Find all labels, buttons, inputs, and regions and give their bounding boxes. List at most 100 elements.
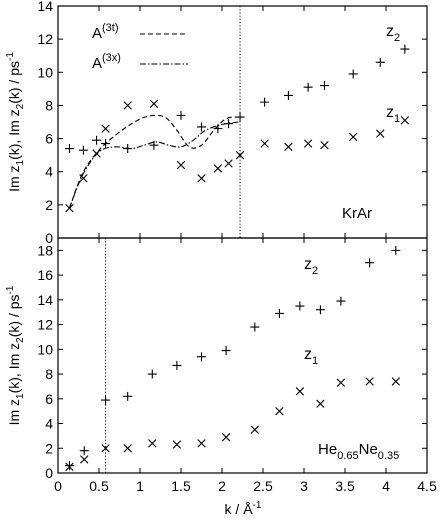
x-axis-label: k / Å-1 xyxy=(225,500,262,517)
data-point-z2 xyxy=(79,446,89,456)
y-axis-label-sup: -1 xyxy=(5,285,16,294)
x-tick-label: 0 xyxy=(54,478,62,494)
data-point-z1 xyxy=(365,377,374,386)
data-point-z2 xyxy=(172,360,182,370)
panel-label-mid: Ne xyxy=(359,441,378,458)
y-axis-label-sup: -1 xyxy=(5,52,16,61)
data-point-z1 xyxy=(295,387,305,396)
data-point-z2 xyxy=(348,69,358,79)
y-axis-label-part: (k) / ps xyxy=(6,295,22,338)
x-tick-label: 1.5 xyxy=(171,478,191,494)
y-tick-label: 0 xyxy=(45,230,53,246)
data-point-z1 xyxy=(400,116,410,125)
data-point-z1 xyxy=(101,444,110,453)
series-label-main: z xyxy=(304,256,312,273)
data-point-z1 xyxy=(224,159,233,168)
data-point-z2 xyxy=(260,97,270,107)
data-point-z1 xyxy=(349,132,358,142)
y-axis-label: Im z1(k), Im z2(k) / ps-1 xyxy=(5,52,26,192)
data-point-z1 xyxy=(79,174,88,183)
series-label-z1: z1 xyxy=(304,346,318,367)
data-point-z2 xyxy=(147,369,157,379)
y-tick-label: 4 xyxy=(45,164,53,180)
data-point-z1 xyxy=(235,150,245,160)
y-axis-label: Im z1(k), Im z2(k) / ps-1 xyxy=(5,285,26,425)
y-tick-label: 2 xyxy=(45,197,53,213)
data-point-z2 xyxy=(283,90,293,100)
data-point-z1 xyxy=(316,399,325,408)
data-point-z1 xyxy=(101,124,110,133)
data-point-z2 xyxy=(365,258,375,268)
data-point-z1 xyxy=(123,444,132,453)
data-point-z1 xyxy=(260,139,269,148)
y-axis-label-part: (k) / ps xyxy=(6,61,22,104)
data-point-z2 xyxy=(78,145,88,155)
curve-line xyxy=(68,121,239,209)
data-point-z1 xyxy=(123,101,132,110)
legend-label: A(3x) xyxy=(92,52,121,72)
y-tick-label: 8 xyxy=(45,366,53,382)
data-point-z1 xyxy=(391,377,401,386)
y-tick-label: 10 xyxy=(37,341,53,357)
legend-label-main: A xyxy=(92,25,102,42)
data-point-z2 xyxy=(250,322,260,332)
y-axis-label-sub: 1 xyxy=(15,159,26,165)
data-point-z2 xyxy=(149,140,159,150)
panel-label-sub: 0.35 xyxy=(378,450,399,462)
plot-frame xyxy=(57,237,428,474)
data-point-z1 xyxy=(65,462,74,472)
data-point-z2 xyxy=(391,245,401,255)
data-point-z2 xyxy=(336,296,346,306)
data-point-z2 xyxy=(197,122,206,132)
panel-label: He0.65Ne0.35 xyxy=(318,441,399,462)
y-tick-label: 16 xyxy=(37,267,53,283)
y-tick-label: 12 xyxy=(37,31,53,47)
data-point-z2 xyxy=(213,124,223,134)
y-tick-label: 4 xyxy=(45,416,53,432)
series-label-main: z xyxy=(304,346,312,363)
x-tick-label: 3 xyxy=(300,478,308,494)
data-point-z1 xyxy=(80,455,89,464)
series-label-main: z xyxy=(386,104,394,121)
data-point-z2 xyxy=(101,395,111,405)
curve-line xyxy=(68,114,239,209)
legend-label: A(3t) xyxy=(92,22,119,42)
data-point-z1 xyxy=(275,406,284,416)
data-point-z1 xyxy=(376,129,385,138)
series-label-z2: z2 xyxy=(304,256,318,277)
data-point-z1 xyxy=(149,99,159,108)
data-point-z2 xyxy=(123,391,133,401)
data-point-z2 xyxy=(303,82,313,92)
data-point-z1 xyxy=(65,203,74,213)
data-point-z2 xyxy=(176,110,186,120)
data-point-z2 xyxy=(235,112,245,122)
y-tick-label: 6 xyxy=(45,391,53,407)
data-point-z2 xyxy=(295,301,305,311)
y-axis-label-part: Im z xyxy=(6,165,22,191)
x-tick-label: 3.5 xyxy=(335,478,355,494)
series-label-sub: 1 xyxy=(394,113,400,125)
x-tick-label: 0.5 xyxy=(89,478,109,494)
legend-label-sup: (3x) xyxy=(102,52,121,64)
data-point-z1 xyxy=(172,440,182,449)
y-tick-label: 8 xyxy=(45,97,53,113)
data-point-z2 xyxy=(64,461,74,471)
x-tick-label: 2 xyxy=(218,478,226,494)
plot-frame xyxy=(57,5,428,239)
data-point-z2 xyxy=(274,308,284,318)
data-point-z2 xyxy=(375,57,385,67)
series-label-z1: z1 xyxy=(386,104,400,125)
data-point-z2 xyxy=(123,144,133,154)
series-label-z2: z2 xyxy=(386,23,400,44)
panel-label-main: He xyxy=(318,441,337,458)
data-point-z1 xyxy=(213,164,223,173)
x-tick-label: 2.5 xyxy=(253,478,273,494)
legend-label-main: A xyxy=(92,55,102,72)
data-point-z1 xyxy=(197,174,206,183)
data-point-z2 xyxy=(224,119,234,129)
data-point-z2 xyxy=(197,352,206,362)
data-point-z1 xyxy=(336,378,346,387)
y-axis-label-part: (k), Im z xyxy=(6,343,22,394)
